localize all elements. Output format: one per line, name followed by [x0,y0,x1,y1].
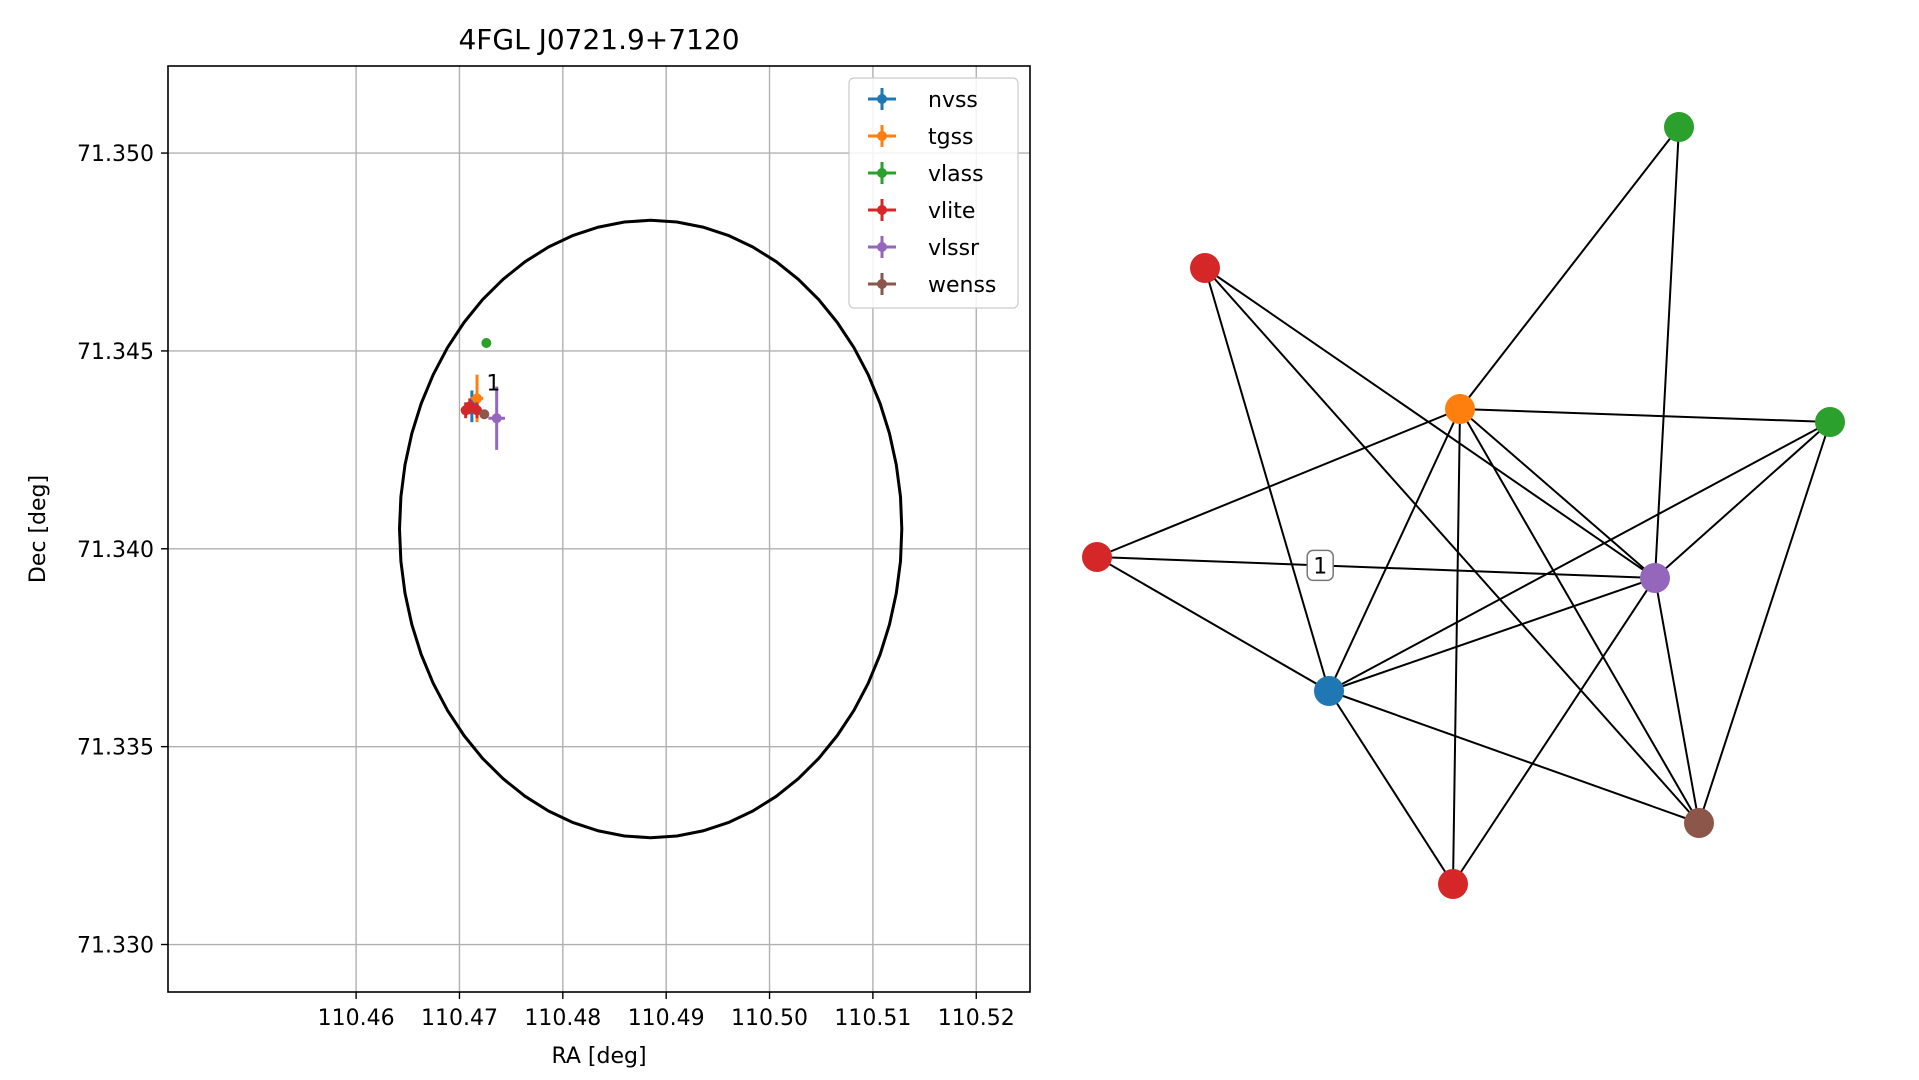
node-wenss [1684,808,1714,838]
edge-vlssr-wenss [1654,577,1700,824]
edge-vlite2-nvss [1096,556,1330,692]
legend-marker [877,168,887,178]
legend-entry-vlssr: vlssr [868,236,980,261]
legend-label: vlass [928,162,984,187]
edge-nvss-wenss [1328,690,1700,824]
legend-entry-vlite: vlite [868,199,975,224]
edge-nvss-vlite3 [1328,690,1454,885]
legend-entry-tgss: tgss [868,125,974,150]
edge-vlass1-vlssr [1654,126,1680,579]
y-tick-label: 71.350 [77,142,154,167]
legend-label: vlite [928,199,975,224]
y-tick-label: 71.335 [77,736,154,761]
graph-label-box [1306,549,1334,582]
node-vlite1 [1190,253,1220,283]
legend-entry-vlass: vlass [868,162,984,187]
edge-tgss-wenss [1459,408,1700,824]
node-vlass2 [1815,407,1845,437]
association-graph: 1 [1082,112,1845,899]
edge-vlite1-nvss [1204,267,1330,692]
graph-nodes [1082,112,1845,899]
legend-marker [877,242,887,252]
x-tick-label: 110.47 [421,1006,498,1031]
node-vlass1 [1664,112,1694,142]
edge-vlass2-nvss [1328,421,1831,692]
point-marker [479,409,490,420]
edge-vlite2-vlssr [1096,556,1656,579]
y-tick-label: 71.340 [77,538,154,563]
x-tick-label: 110.51 [834,1006,911,1031]
point-marker [472,393,483,404]
point-vlssr [488,386,505,450]
legend: nvss tgss vlass vlite vlssr wenss [848,77,1019,309]
annotation-label: 1 [486,372,500,397]
x-tick-label: 110.52 [938,1006,1015,1031]
legend-entry-nvss: nvss [868,88,978,113]
point-wenss [479,409,490,420]
plot-title: 4FGL J0721.9+7120 [458,23,739,56]
localization-ellipse [398,218,904,840]
graph-label: 1 [1306,549,1334,582]
legend-label: wenss [928,273,996,298]
ellipse-outline [398,218,904,840]
y-tick-label: 71.330 [77,934,154,959]
x-tick-label: 110.48 [524,1006,601,1031]
plot-frame [167,65,1031,993]
edge-vlssr-vlite3 [1452,577,1656,885]
graph-edges [1096,126,1831,885]
edge-vlass2-wenss [1698,421,1831,824]
node-tgss [1445,394,1475,424]
x-tick-label: 110.49 [628,1006,705,1031]
source-points [460,338,505,450]
x-tick-label: 110.46 [318,1006,395,1031]
edge-tgss-vlssr [1459,408,1656,579]
node-nvss [1314,676,1344,706]
legend-label: vlssr [928,236,980,261]
point-vlass [481,338,492,349]
y-tick-label: 71.345 [77,340,154,365]
legend-label: nvss [928,88,978,113]
graph-label-text: 1 [1313,554,1327,579]
edge-vlite1-vlssr [1204,267,1656,579]
point-marker [481,338,492,349]
edge-tgss-vlite2 [1096,408,1461,558]
edge-vlite1-wenss [1204,267,1700,824]
point-marker [491,413,502,424]
x-axis-ticks: 110.46 110.47 110.48 110.49 110.50 110.51 110.… [318,992,1015,1031]
y-axis-label: Dec [deg] [26,475,51,583]
node-vlite2 [1082,542,1112,572]
node-vlssr [1640,563,1670,593]
edge-tgss-vlass2 [1459,408,1831,423]
edge-vlass2-vlssr [1654,421,1831,579]
edge-tgss-nvss [1328,408,1461,692]
edge-tgss-vlass1 [1459,126,1680,410]
legend-marker [877,94,887,104]
x-tick-label: 110.50 [731,1006,808,1031]
node-vlite3 [1438,869,1468,899]
legend-marker [877,279,887,289]
legend-label: tgss [928,125,974,150]
legend-marker [877,205,887,215]
sky-position-plot: 4FGL J0721.9+7120 1 110.46 110.47 110.48 11… [26,23,1031,1069]
edge-vlssr-nvss [1328,577,1656,692]
legend-marker [877,131,887,141]
x-axis-label: RA [deg] [551,1044,646,1069]
legend-entry-wenss: wenss [868,273,996,298]
y-axis-ticks: 71.330 71.335 71.340 71.345 71.350 [77,142,168,959]
